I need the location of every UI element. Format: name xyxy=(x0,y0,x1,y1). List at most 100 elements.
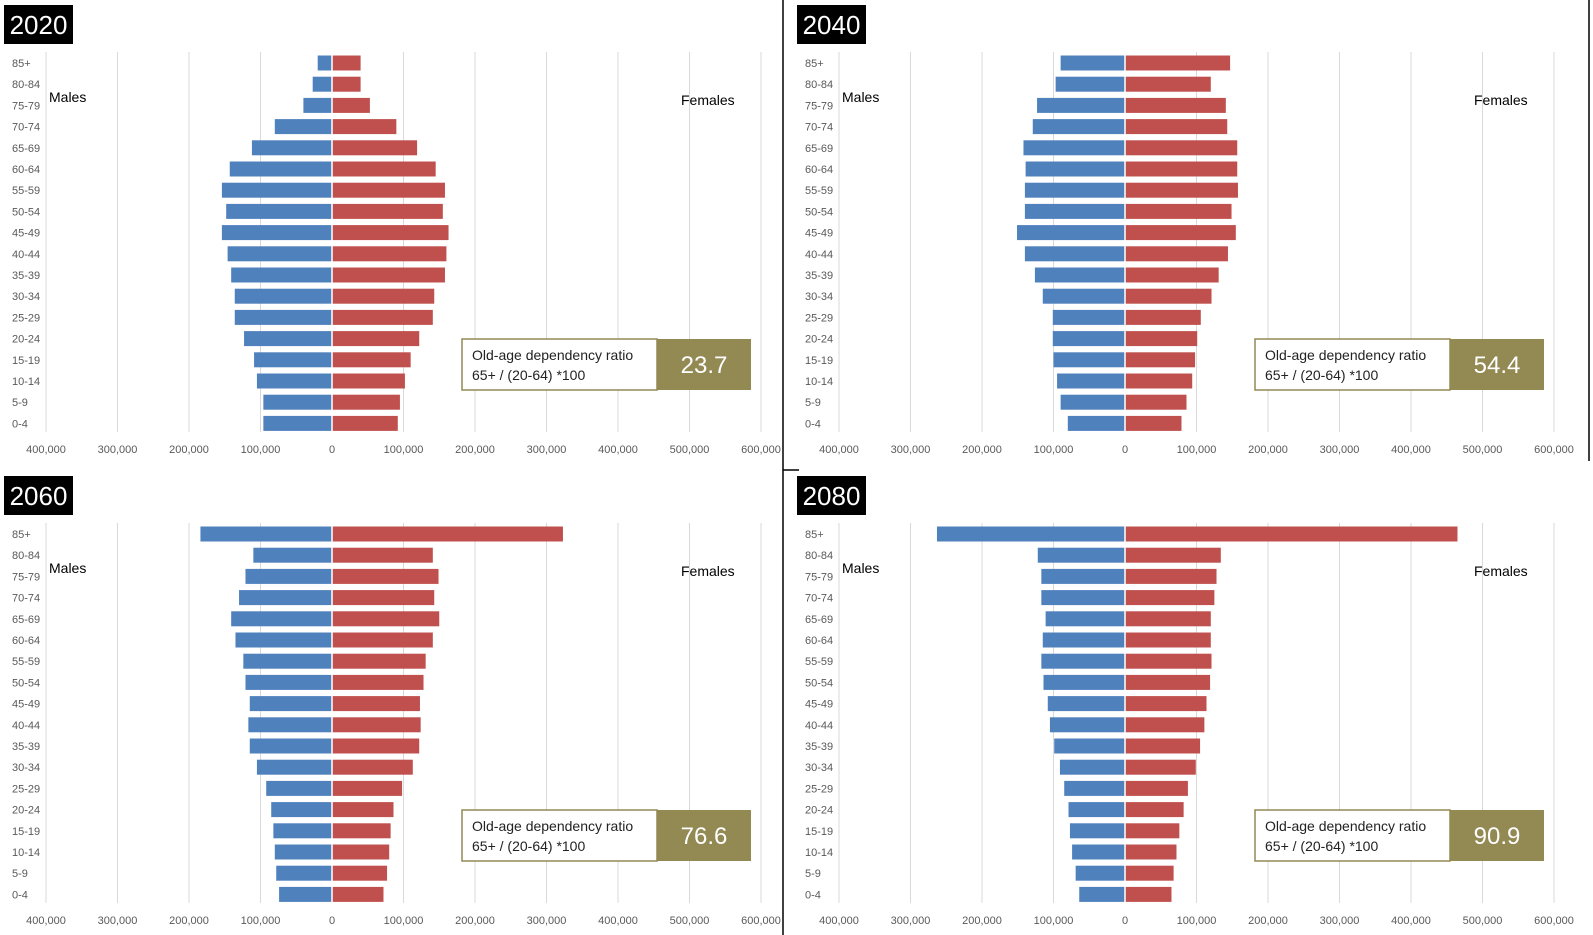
age-group-label: 80-84 xyxy=(805,550,833,562)
age-group-label: 85+ xyxy=(12,529,31,541)
age-group-label: 65-69 xyxy=(805,614,833,626)
pyramid-panel-2080: 2080 400,000 300,000 200,000 100,000 0 100,000… xyxy=(797,476,1574,927)
male-bar xyxy=(253,547,332,563)
age-group-label: 70-74 xyxy=(12,593,40,605)
pyramid-panel-2040: 2040 400,000 300,000 200,000 100,000 0 100,000… xyxy=(797,5,1574,456)
ratio-formula: 65+ / (20-64) *100 xyxy=(1265,367,1378,383)
age-group-label: 75-79 xyxy=(805,571,833,583)
x-tick-label: 200,000 xyxy=(455,915,495,927)
x-tick-label: 400,000 xyxy=(819,444,859,456)
x-tick-label: 100,000 xyxy=(1034,444,1074,456)
age-group-label: 20-24 xyxy=(12,334,40,346)
female-bar xyxy=(1125,331,1198,347)
male-bar xyxy=(1047,696,1125,712)
female-bar xyxy=(332,590,435,606)
male-bar xyxy=(1055,76,1125,92)
female-bar xyxy=(1125,415,1182,431)
age-group-label: 5-9 xyxy=(805,868,821,880)
age-group-label: 10-14 xyxy=(12,376,40,388)
female-bar xyxy=(1125,373,1193,389)
female-bar xyxy=(332,611,440,627)
female-bar xyxy=(1125,844,1177,860)
female-bar xyxy=(1125,590,1215,606)
male-bar xyxy=(1069,823,1125,839)
male-bar xyxy=(1023,140,1125,156)
male-bar xyxy=(256,373,332,389)
female-bar xyxy=(332,225,449,241)
x-tick-label: 300,000 xyxy=(1320,444,1360,456)
age-group-label: 50-54 xyxy=(12,677,40,689)
x-tick-label: 400,000 xyxy=(26,444,66,456)
year-label-box xyxy=(4,5,73,44)
ratio-formula: 65+ / (20-64) *100 xyxy=(472,367,585,383)
female-bar xyxy=(332,759,413,775)
age-group-label: 50-54 xyxy=(805,206,833,218)
x-tick-label: 200,000 xyxy=(1248,444,1288,456)
age-group-label: 10-14 xyxy=(12,847,40,859)
male-bar xyxy=(1075,865,1125,881)
ratio-title: Old-age dependency ratio xyxy=(472,818,633,834)
male-bar xyxy=(1042,632,1125,648)
ratio-caption-box xyxy=(461,338,658,391)
age-group-label: 25-29 xyxy=(12,783,40,795)
age-group-label: 80-84 xyxy=(805,79,833,91)
female-bar xyxy=(332,97,370,113)
male-bar xyxy=(1053,352,1125,368)
male-bar xyxy=(1041,653,1125,669)
male-bar xyxy=(1045,611,1125,627)
age-group-label: 30-34 xyxy=(805,291,833,303)
age-group-label: 25-29 xyxy=(805,312,833,324)
age-group-label: 50-54 xyxy=(12,206,40,218)
male-bar xyxy=(274,119,332,135)
male-bar xyxy=(1068,802,1125,818)
age-group-label: 70-74 xyxy=(805,122,833,134)
female-bar xyxy=(332,823,391,839)
age-group-label: 30-34 xyxy=(12,762,40,774)
x-tick-label: 100,000 xyxy=(384,444,424,456)
male-bar xyxy=(1024,203,1125,219)
ratio-value-box xyxy=(657,810,751,861)
male-bar xyxy=(1042,288,1125,304)
male-bar xyxy=(1049,717,1125,733)
females-label: Females xyxy=(681,563,735,579)
female-bar xyxy=(1125,352,1196,368)
male-bar xyxy=(1064,780,1125,796)
female-bar xyxy=(332,717,421,733)
ratio-value: 54.4 xyxy=(1474,352,1521,379)
male-bar xyxy=(1037,547,1125,563)
male-bar xyxy=(263,415,332,431)
female-bar xyxy=(332,309,433,325)
x-tick-label: 600,000 xyxy=(1534,444,1574,456)
age-group-label: 45-49 xyxy=(805,699,833,711)
ratio-formula: 65+ / (20-64) *100 xyxy=(472,838,585,854)
females-label: Females xyxy=(1474,563,1528,579)
x-tick-label: 400,000 xyxy=(598,915,638,927)
age-group-label: 5-9 xyxy=(12,397,28,409)
male-bar xyxy=(303,97,332,113)
male-bar xyxy=(1034,267,1125,283)
females-label: Females xyxy=(1474,92,1528,108)
male-bar xyxy=(1041,568,1125,584)
female-bar xyxy=(332,632,433,648)
x-tick-label: 400,000 xyxy=(26,915,66,927)
female-bar xyxy=(1125,696,1207,712)
female-bar xyxy=(1125,674,1211,690)
male-bar xyxy=(1041,590,1125,606)
male-bar xyxy=(1079,886,1125,902)
age-group-label: 0-4 xyxy=(12,418,28,430)
male-bar xyxy=(200,526,332,542)
male-bar xyxy=(248,717,332,733)
ratio-value: 76.6 xyxy=(681,823,728,850)
female-bar xyxy=(1125,161,1238,177)
male-bar xyxy=(234,288,332,304)
age-group-label: 60-64 xyxy=(805,635,833,647)
x-tick-label: 200,000 xyxy=(962,444,1002,456)
females-label: Females xyxy=(681,92,735,108)
female-bar xyxy=(332,865,388,881)
female-bar xyxy=(332,696,420,712)
ratio-value-box xyxy=(657,339,751,390)
male-bar xyxy=(231,267,332,283)
age-group-label: 70-74 xyxy=(805,593,833,605)
x-tick-label: 600,000 xyxy=(741,444,781,456)
male-bar xyxy=(1024,182,1125,198)
